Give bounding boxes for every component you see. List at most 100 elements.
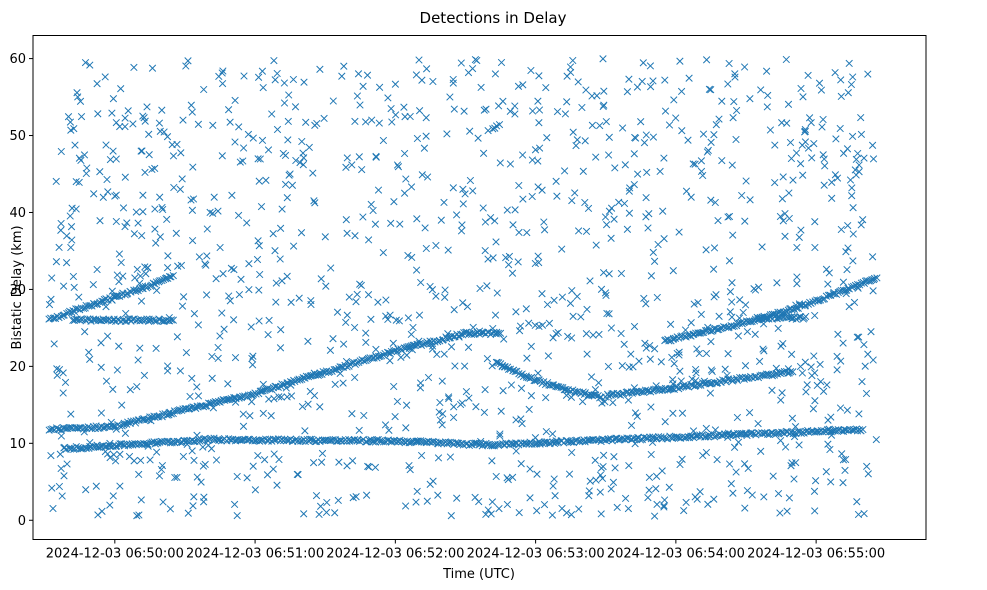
- detection-point: [826, 445, 834, 454]
- detection-point: [709, 265, 718, 273]
- detection-point: [189, 163, 197, 171]
- detection-point: [316, 403, 324, 411]
- detection-point: [857, 113, 865, 122]
- detection-point: [68, 204, 76, 212]
- y-tick-label: 0: [18, 514, 26, 529]
- detection-point: [512, 308, 520, 316]
- detection-point: [219, 270, 227, 278]
- detection-point: [179, 405, 187, 413]
- detection-point: [334, 437, 342, 445]
- detection-point: [568, 448, 576, 457]
- detection-point: [491, 217, 499, 225]
- detection-point: [379, 136, 388, 145]
- detection-point: [535, 72, 543, 80]
- detection-point: [124, 107, 132, 115]
- detection-point: [255, 286, 263, 294]
- detection-point: [819, 151, 827, 159]
- detection-point: [727, 480, 735, 488]
- detection-point: [121, 429, 130, 437]
- detection-point: [320, 436, 329, 445]
- detection-point: [348, 161, 356, 169]
- detection-point: [171, 473, 179, 482]
- detection-point: [466, 176, 475, 185]
- detection-point: [774, 324, 782, 333]
- detection-point: [599, 451, 608, 459]
- detection-point: [432, 292, 440, 300]
- detection-point: [779, 339, 787, 348]
- detection-point: [605, 133, 613, 141]
- detection-point: [182, 348, 191, 357]
- detection-point: [534, 97, 542, 105]
- detection-point: [287, 298, 295, 306]
- detection-point: [652, 472, 661, 480]
- detection-point: [90, 190, 98, 198]
- detection-point: [707, 196, 715, 204]
- detection-point: [409, 323, 417, 332]
- detection-point: [359, 82, 367, 90]
- detection-point: [702, 349, 711, 358]
- detection-point: [631, 409, 640, 417]
- detection-point: [817, 86, 826, 94]
- detection-point: [600, 87, 608, 95]
- detection-point: [379, 248, 387, 257]
- detection-point: [659, 207, 667, 215]
- detection-point: [121, 222, 129, 231]
- detection-point: [375, 119, 383, 127]
- detection-point: [81, 328, 89, 336]
- detection-point: [188, 374, 196, 383]
- detection-point: [345, 293, 353, 301]
- detection-point: [207, 434, 215, 443]
- detection-point: [481, 218, 490, 226]
- detection-point: [136, 272, 145, 280]
- detection-point: [131, 287, 140, 295]
- detection-point: [237, 275, 245, 283]
- detection-point: [116, 450, 124, 458]
- detection-point: [73, 89, 81, 97]
- detection-point: [203, 225, 211, 233]
- detection-point: [397, 353, 405, 361]
- detection-point: [572, 141, 580, 150]
- detection-point: [121, 173, 129, 181]
- detection-point: [542, 427, 550, 436]
- detection-point: [276, 224, 285, 232]
- detection-point: [215, 436, 224, 444]
- detection-point: [349, 494, 357, 502]
- detection-point: [230, 500, 239, 509]
- detection-point: [163, 133, 172, 141]
- detection-point: [152, 448, 161, 456]
- detection-point: [239, 157, 247, 165]
- detection-point: [422, 132, 430, 140]
- detection-point: [660, 154, 668, 162]
- detection-point: [342, 318, 350, 327]
- detection-point: [661, 418, 669, 426]
- detection-point: [138, 231, 146, 240]
- detection-point: [645, 473, 654, 482]
- detection-point: [730, 97, 738, 106]
- detection-point: [190, 493, 198, 501]
- detection-point: [731, 70, 739, 78]
- detection-point: [271, 247, 279, 255]
- detection-point: [838, 450, 846, 458]
- detection-point: [484, 126, 492, 135]
- detection-point: [848, 132, 857, 141]
- detection-point: [844, 221, 852, 230]
- detection-point: [652, 485, 660, 493]
- detection-point: [80, 151, 89, 159]
- detection-point: [424, 373, 433, 382]
- detection-point: [316, 502, 325, 510]
- detection-point: [515, 181, 523, 190]
- detection-point: [76, 97, 85, 105]
- detection-point: [121, 114, 129, 122]
- detection-point: [588, 436, 597, 444]
- detection-point: [506, 160, 515, 168]
- detection-point: [153, 439, 161, 447]
- detection-point: [311, 121, 319, 129]
- detection-point: [651, 385, 660, 393]
- detection-point: [496, 159, 504, 167]
- detection-point: [635, 387, 643, 396]
- detection-point: [170, 183, 178, 192]
- detection-point: [295, 294, 303, 302]
- detection-point: [581, 198, 589, 207]
- detection-point: [280, 99, 289, 107]
- detection-point: [231, 96, 239, 105]
